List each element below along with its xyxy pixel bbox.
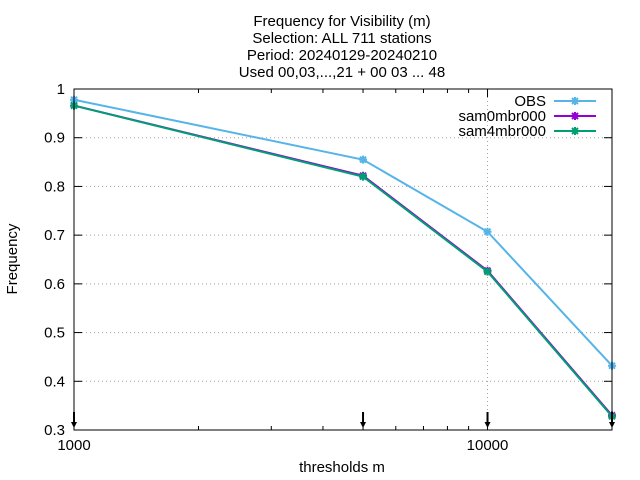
legend-entry: sam4mbr000 <box>458 123 596 140</box>
sample-marker-layer <box>71 412 615 428</box>
plot-frame <box>73 88 613 431</box>
data-point-core <box>485 269 490 274</box>
y-tick-label: 0.7 <box>44 227 65 244</box>
legend-marker <box>571 97 579 105</box>
legend-marker <box>571 127 579 135</box>
series-line <box>73 104 613 418</box>
series-line <box>73 104 613 417</box>
sample-marker-head <box>360 422 367 428</box>
title-line-1: Frequency for Visibility (m) <box>253 13 430 30</box>
y-tick-label: 0.3 <box>44 422 65 439</box>
title-line-2: Selection: ALL 711 stations <box>252 30 431 47</box>
data-point-core <box>360 174 366 179</box>
x-tick-label: 10000 <box>467 437 509 454</box>
title-line-4: Used 00,03,...,21 + 00 03 ... 48 <box>239 64 445 81</box>
sample-marker-head <box>484 422 491 428</box>
y-tick-label: 0.5 <box>44 325 65 342</box>
grid-layer <box>74 89 612 430</box>
y-tick-label: 0.6 <box>44 276 65 293</box>
data-point-core <box>485 229 490 234</box>
x-tick-label: 1000 <box>57 437 90 454</box>
x-axis-label: thresholds m <box>299 459 385 476</box>
y-tick-label: 0.4 <box>44 373 65 390</box>
y-tick-label: 0.8 <box>44 178 65 195</box>
legend-label: sam0mbr000 <box>458 108 546 125</box>
chart-title: Frequency for Visibility (m) Selection: … <box>239 13 445 81</box>
series-sam4mbr000 <box>70 101 616 421</box>
tick-label-layer: 0.3 0.4 0.5 0.6 0.7 0.8 0.9 1 1000 10000 <box>44 81 508 454</box>
series-line <box>73 98 613 367</box>
legend-label: sam4mbr000 <box>458 123 546 140</box>
title-line-3: Period: 20240129-20240210 <box>247 47 437 64</box>
tick-layer <box>73 88 613 431</box>
legend-entry: sam0mbr000 <box>458 108 596 125</box>
legend-marker <box>571 112 579 120</box>
legend-entry: OBS <box>514 93 596 110</box>
data-point-core <box>360 157 366 162</box>
series-sam0mbr000 <box>70 101 616 420</box>
y-axis-label: Frequency <box>4 223 21 294</box>
series-layer <box>70 95 616 421</box>
legend-label: OBS <box>514 93 546 110</box>
y-tick-label: 1 <box>57 81 65 98</box>
y-tick-label: 0.9 <box>44 130 65 147</box>
